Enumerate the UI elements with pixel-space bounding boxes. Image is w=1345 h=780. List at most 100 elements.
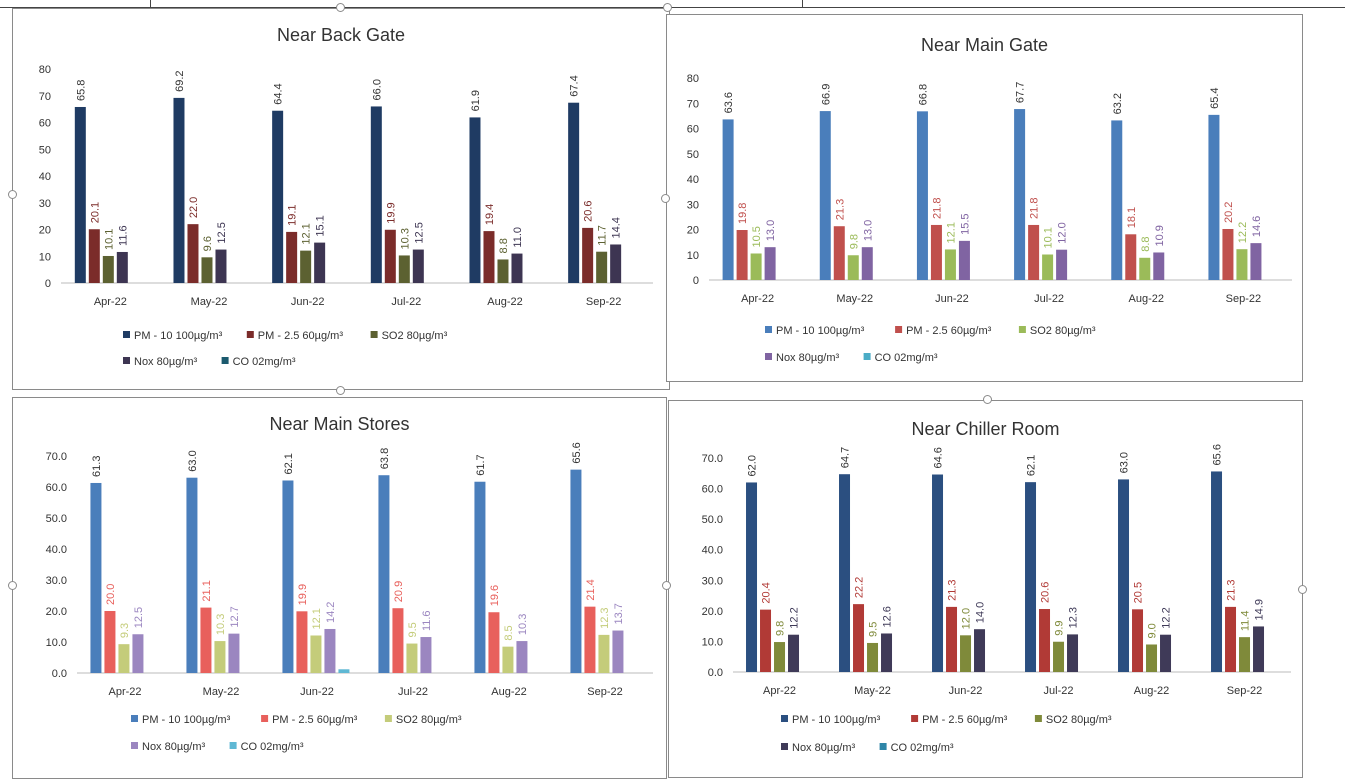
x-tick-label: Aug-22 xyxy=(487,296,522,308)
y-tick-label: 30 xyxy=(39,198,51,210)
x-tick-label: May-22 xyxy=(854,685,891,697)
chart-panel-main-gate: Near Main Gate 0 10 20 30 40 50 60 70 80 63.6 19.8 1… xyxy=(666,14,1303,382)
bar-pm-10-100-g-m xyxy=(90,482,102,673)
legend-swatch xyxy=(765,353,772,360)
bar-pm-10-100-g-m xyxy=(819,111,831,280)
bar-so2-80-g-m xyxy=(750,253,762,280)
legend-swatch xyxy=(781,715,788,722)
bar-nox-80-g-m xyxy=(516,641,528,673)
selection-handle[interactable] xyxy=(1298,585,1307,594)
bar-pm-2-5-60-g-m xyxy=(582,227,594,283)
bar-nox-80-g-m xyxy=(610,244,622,283)
x-tick-label: Apr-22 xyxy=(108,686,141,698)
data-label: 8.8 xyxy=(1140,236,1152,251)
legend-label: Nox 80µg/m³ xyxy=(134,356,198,368)
y-tick-label: 60 xyxy=(39,118,51,130)
data-label: 64.4 xyxy=(273,83,285,104)
chart-svg: Near Chiller Room 0.0 10.0 20.0 30.0 40.0 50.0… xyxy=(702,419,1291,754)
bar-pm-2-5-60-g-m xyxy=(296,611,308,673)
x-tick-label: Sep-22 xyxy=(1227,685,1262,697)
y-tick-label: 50 xyxy=(687,149,699,161)
bar-pm-2-5-60-g-m xyxy=(1132,609,1144,672)
legend-swatch xyxy=(221,357,229,364)
bar-so2-80-g-m xyxy=(497,259,509,283)
data-label: 67.7 xyxy=(1015,82,1027,103)
data-label: 12.1 xyxy=(311,608,323,629)
data-label: 20.1 xyxy=(89,202,101,223)
legend-swatch xyxy=(123,331,130,338)
y-tick-label: 10 xyxy=(39,251,51,263)
selection-handle[interactable] xyxy=(336,386,345,395)
legend-swatch xyxy=(765,326,772,333)
data-label: 12.3 xyxy=(599,607,611,628)
x-tick-label: Jun-22 xyxy=(291,296,325,308)
bar-so2-80-g-m xyxy=(118,644,130,673)
data-label: 20.6 xyxy=(1040,582,1052,603)
bar-nox-80-g-m xyxy=(1250,243,1262,280)
bar-pm-10-100-g-m xyxy=(722,119,734,280)
data-label: 12.5 xyxy=(413,222,425,243)
x-tick-label: Jul-22 xyxy=(391,296,421,308)
bar-pm-2-5-60-g-m xyxy=(488,612,500,673)
data-label: 21.8 xyxy=(1029,198,1041,219)
data-label: 65.6 xyxy=(1212,444,1224,465)
legend-label: SO2 80µg/m³ xyxy=(1046,714,1112,726)
y-tick-label: 80 xyxy=(39,64,51,76)
legend-swatch xyxy=(911,715,919,722)
x-tick-label: May-22 xyxy=(836,293,873,305)
data-label: 19.9 xyxy=(385,202,397,223)
data-label: 65.4 xyxy=(1209,87,1221,108)
legend-label: PM - 2.5 60µg/m³ xyxy=(922,714,1008,726)
bar-pm-2-5-60-g-m xyxy=(392,608,404,673)
bar-so2-80-g-m xyxy=(598,634,610,673)
data-label: 65.6 xyxy=(571,442,583,463)
data-label: 62.1 xyxy=(283,453,295,474)
bar-nox-80-g-m xyxy=(1153,252,1165,280)
data-label: 63.6 xyxy=(723,92,735,113)
data-label: 11.7 xyxy=(597,225,609,246)
data-label: 13.0 xyxy=(862,220,874,241)
legend-label: PM - 10 100µg/m³ xyxy=(134,330,223,342)
selection-handle[interactable] xyxy=(336,3,345,12)
data-label: 12.2 xyxy=(789,607,801,628)
data-label: 69.2 xyxy=(174,70,186,91)
selection-handle[interactable] xyxy=(661,194,670,203)
bar-nox-80-g-m xyxy=(788,634,800,672)
data-label: 63.2 xyxy=(1112,93,1124,114)
bar-nox-80-g-m xyxy=(958,240,970,280)
selection-handle[interactable] xyxy=(8,190,17,199)
data-label: 13.7 xyxy=(613,603,625,624)
bar-nox-80-g-m xyxy=(228,633,240,673)
selection-handle[interactable] xyxy=(663,3,672,12)
legend-label: Nox 80µg/m³ xyxy=(792,742,856,754)
data-label: 15.5 xyxy=(959,213,971,234)
data-label: 63.0 xyxy=(1119,452,1131,473)
y-tick-label: 70.0 xyxy=(46,451,67,463)
y-tick-label: 60 xyxy=(687,124,699,136)
bar-nox-80-g-m xyxy=(1067,634,1079,672)
selection-handle[interactable] xyxy=(8,581,17,590)
x-tick-label: May-22 xyxy=(191,296,228,308)
data-label: 12.2 xyxy=(1237,222,1249,243)
data-label: 9.0 xyxy=(1147,623,1159,638)
bar-pm-10-100-g-m xyxy=(1111,120,1123,280)
selection-handle[interactable] xyxy=(662,581,671,590)
data-label: 12.7 xyxy=(229,606,241,627)
x-tick-label: May-22 xyxy=(203,686,240,698)
bar-so2-80-g-m xyxy=(960,635,972,672)
bar-pm-10-100-g-m xyxy=(1025,482,1037,672)
x-tick-label: Jun-22 xyxy=(949,685,983,697)
data-label: 9.3 xyxy=(119,623,131,638)
bar-pm-2-5-60-g-m xyxy=(200,607,212,673)
legend-swatch xyxy=(131,715,138,722)
bar-so2-80-g-m xyxy=(1042,254,1054,280)
data-label: 61.9 xyxy=(470,90,482,111)
legend-label: SO2 80µg/m³ xyxy=(1030,325,1096,337)
data-label: 12.0 xyxy=(1057,222,1069,243)
data-label: 9.5 xyxy=(407,622,419,637)
y-tick-label: 20.0 xyxy=(46,606,67,618)
bar-so2-80-g-m xyxy=(1053,641,1065,672)
legend-swatch xyxy=(863,353,871,360)
chart-panel-main-stores: Near Main Stores 0.0 10.0 20.0 30.0 40.0 50.0 6… xyxy=(12,397,667,779)
selection-handle[interactable] xyxy=(983,395,992,404)
